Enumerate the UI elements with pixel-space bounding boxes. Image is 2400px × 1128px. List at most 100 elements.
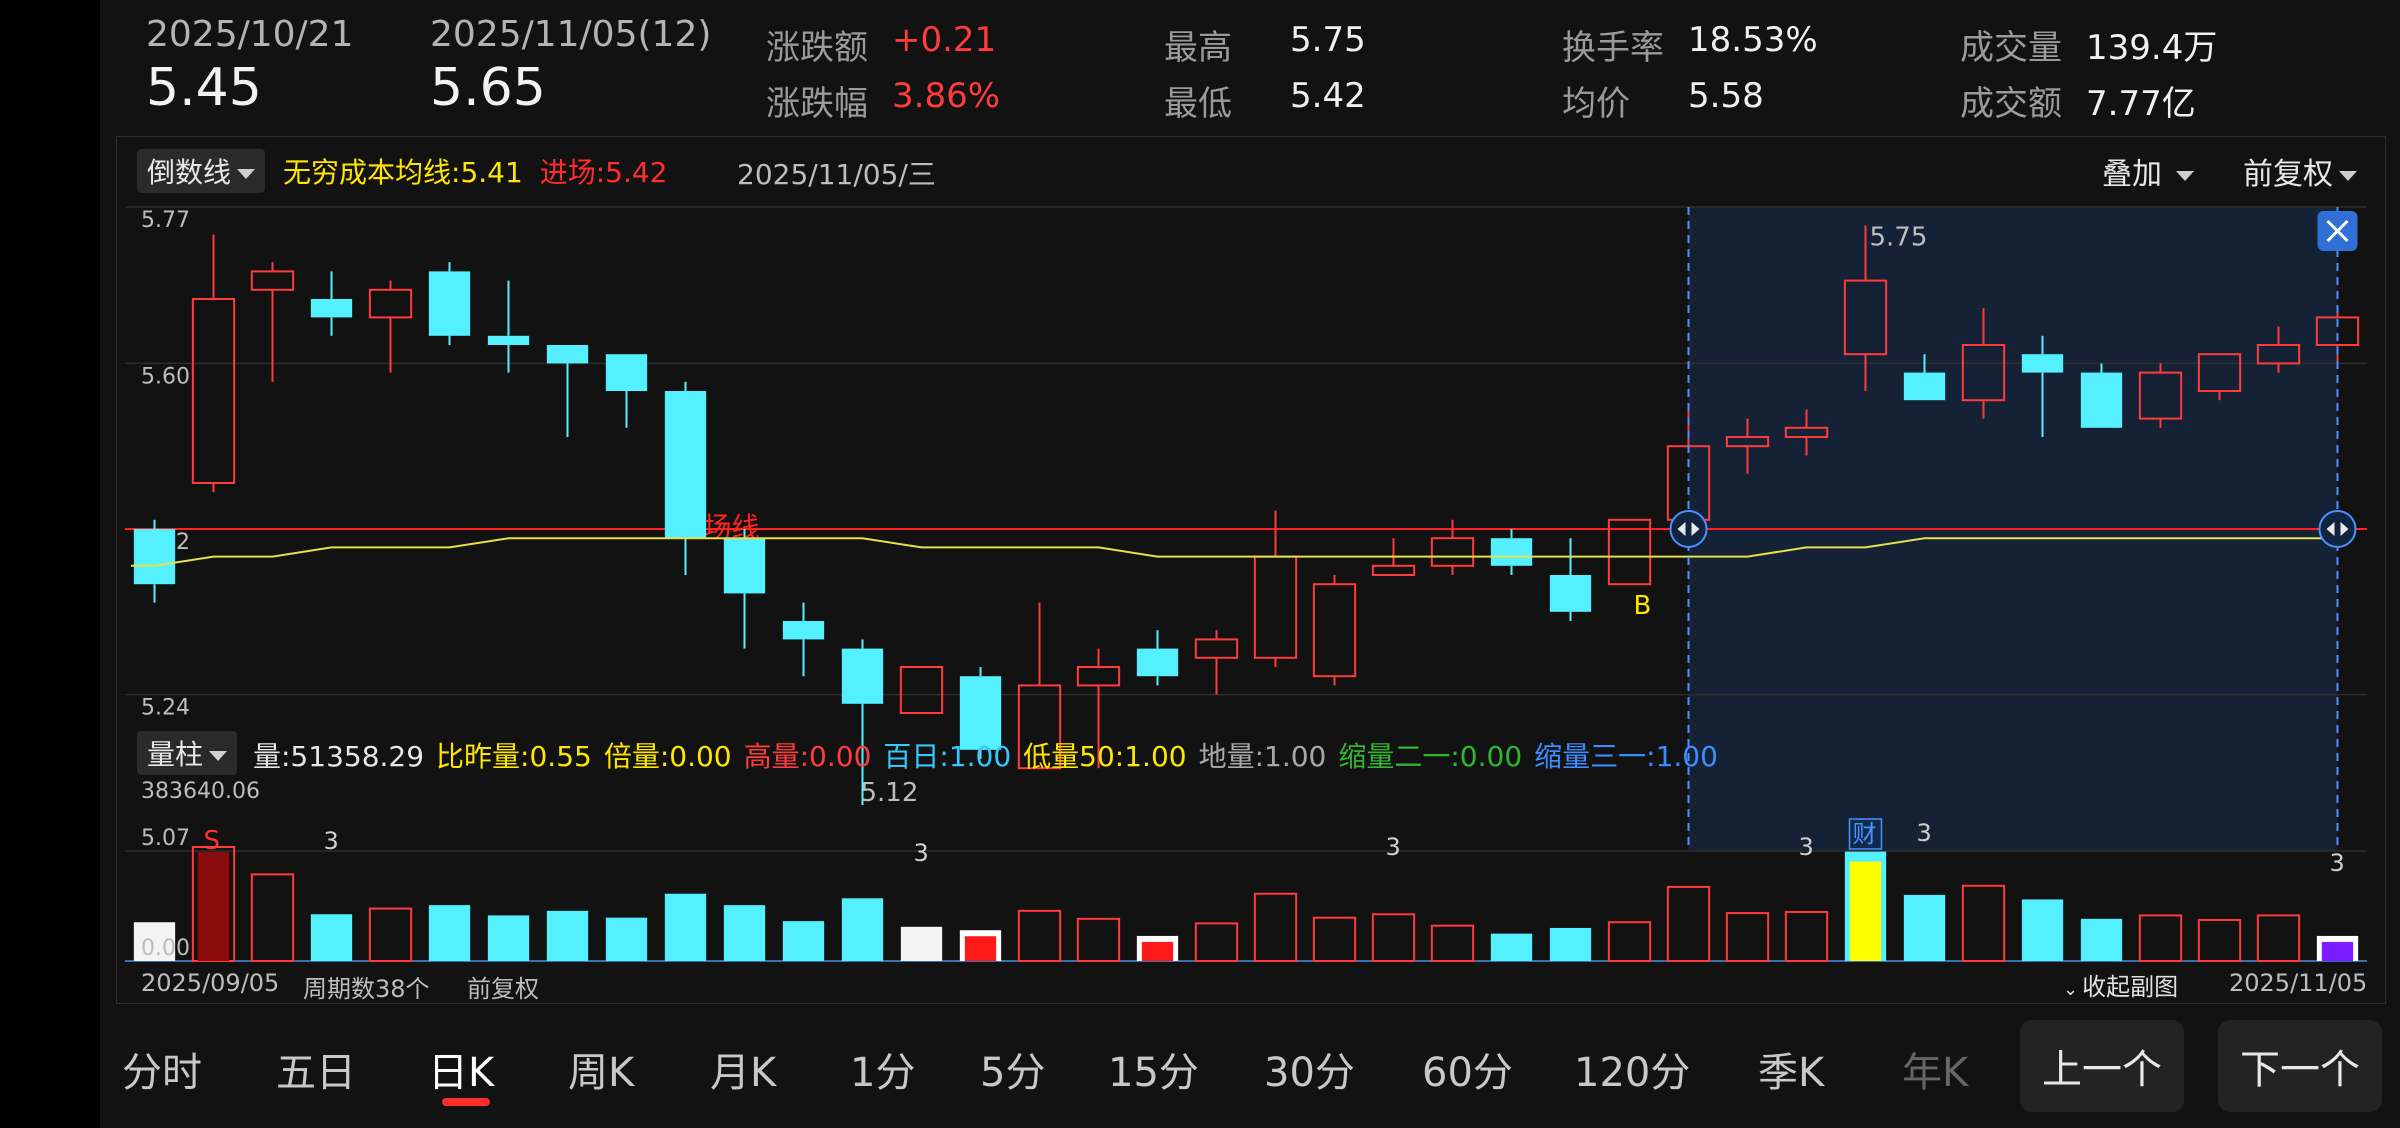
candle[interactable]	[1843, 225, 1888, 391]
candle[interactable]	[250, 262, 295, 382]
overlay-button[interactable]: 叠加	[2102, 149, 2194, 193]
volume-bar[interactable]	[2256, 914, 2301, 962]
candle[interactable]	[605, 354, 648, 428]
candle[interactable]	[1607, 518, 1652, 586]
candle[interactable]	[723, 529, 766, 649]
candle[interactable]	[1430, 519, 1475, 575]
volume-bar[interactable]	[191, 846, 236, 962]
tab-5[interactable]: 月K	[710, 1050, 777, 1096]
volume-bar[interactable]	[1725, 912, 1770, 963]
candle[interactable]	[2256, 326, 2301, 373]
volume-bar[interactable]	[1784, 910, 1829, 963]
volume-bar[interactable]	[1194, 922, 1239, 962]
tab-9[interactable]: 30分	[1264, 1050, 1355, 1096]
candle[interactable]	[1903, 354, 1946, 401]
volume-bar[interactable]	[605, 917, 648, 961]
drag-handle-icon[interactable]	[1669, 510, 1708, 548]
candle[interactable]	[1371, 538, 1416, 576]
candle[interactable]	[368, 280, 413, 373]
volume-bar[interactable]	[1844, 851, 1887, 961]
candle[interactable]	[1784, 409, 1829, 456]
candle[interactable]	[1312, 575, 1357, 686]
indicator-select[interactable]: 倒数线	[137, 149, 266, 193]
volume-bar[interactable]	[1076, 917, 1121, 962]
candle[interactable]	[310, 271, 353, 336]
tab-6[interactable]: 1分	[850, 1050, 916, 1096]
volume-bar[interactable]	[1961, 884, 2006, 962]
adjust-button[interactable]: 前复权	[2243, 149, 2357, 193]
next-button[interactable]: 下一个	[2218, 1020, 2382, 1112]
volume-bar[interactable]	[2080, 918, 2123, 961]
tab-12[interactable]: 季K	[1758, 1050, 1825, 1096]
volume-bar[interactable]	[1666, 885, 1711, 962]
volume-bar[interactable]	[428, 905, 471, 961]
volume-bar[interactable]	[1017, 909, 1062, 962]
volume-bar[interactable]	[250, 873, 295, 962]
tab-13[interactable]: 年K	[1902, 1050, 1969, 1096]
candle[interactable]	[2138, 363, 2183, 428]
tab-7[interactable]: 5分	[980, 1050, 1046, 1096]
candle[interactable]	[782, 602, 825, 677]
volume-bar[interactable]	[2197, 918, 2242, 962]
volume-bar[interactable]	[1371, 913, 1416, 963]
candle[interactable]	[1076, 648, 1121, 769]
candle[interactable]	[1194, 630, 1239, 695]
volume-bar[interactable]	[2138, 914, 2183, 962]
candle[interactable]	[1017, 602, 1062, 770]
candle[interactable]	[2021, 335, 2064, 437]
candle[interactable]	[487, 280, 530, 373]
volume-bar[interactable]	[546, 910, 589, 961]
volume-bar[interactable]	[664, 893, 707, 961]
volume-bar[interactable]	[1549, 927, 1592, 961]
volume-bar[interactable]	[841, 898, 884, 961]
candle[interactable]	[899, 666, 944, 714]
candle[interactable]	[133, 519, 176, 603]
tab-3[interactable]: 日K	[428, 1050, 495, 1096]
volume-bar[interactable]	[1903, 894, 1946, 961]
tab-10[interactable]: 60分	[1422, 1050, 1513, 1096]
volume-bar[interactable]	[2316, 935, 2359, 961]
volume-bar[interactable]	[1490, 933, 1533, 961]
candle[interactable]	[191, 234, 236, 493]
candle[interactable]	[2197, 353, 2242, 401]
tab-1[interactable]: 分时	[122, 1050, 202, 1096]
tab-11[interactable]: 120分	[1574, 1050, 1691, 1096]
candle[interactable]	[1961, 308, 2006, 419]
candle[interactable]	[1136, 630, 1179, 686]
candle[interactable]	[1490, 529, 1533, 575]
candle[interactable]	[428, 262, 471, 345]
collapse-subchart-button[interactable]: ⌄ 收起副图	[2063, 973, 2179, 1001]
volume-bar[interactable]	[900, 926, 943, 961]
volume-bar[interactable]	[723, 905, 766, 961]
close-icon[interactable]	[2317, 211, 2358, 251]
candle[interactable]	[841, 639, 884, 805]
volume-bar[interactable]	[487, 915, 530, 961]
candle[interactable]	[1549, 538, 1592, 621]
tab-8[interactable]: 15分	[1108, 1050, 1199, 1096]
candle[interactable]	[2080, 363, 2123, 428]
volume-bar[interactable]	[133, 922, 176, 961]
volume-bar[interactable]	[1312, 916, 1357, 962]
volume-bar[interactable]	[2021, 899, 2064, 961]
volume-bar[interactable]	[310, 914, 353, 961]
prev-button[interactable]: 上一个	[2020, 1020, 2184, 1112]
candle[interactable]	[546, 345, 589, 437]
candle[interactable]	[664, 381, 707, 575]
finance-event-icon[interactable]: 财	[1848, 818, 1883, 850]
volume-bar[interactable]	[368, 907, 413, 962]
volume-chart[interactable]: 3 3 3 3 3 3 0.00	[117, 809, 2385, 967]
tab-2[interactable]: 五日	[276, 1050, 356, 1096]
volume-indicator-select[interactable]: 量柱	[137, 731, 238, 775]
volume-bar[interactable]	[1253, 892, 1298, 962]
drag-handle-icon[interactable]	[2318, 510, 2357, 548]
volume-bar[interactable]	[782, 921, 825, 961]
candle[interactable]	[1725, 418, 1770, 474]
volume-bar[interactable]	[1430, 924, 1475, 963]
volume-bar[interactable]	[959, 930, 1002, 961]
tab-4[interactable]: 周K	[568, 1050, 635, 1096]
volume-bar[interactable]	[1136, 935, 1179, 961]
volume-bar[interactable]	[1607, 921, 1652, 962]
candle[interactable]	[959, 667, 1002, 759]
candle[interactable]	[1253, 510, 1298, 667]
